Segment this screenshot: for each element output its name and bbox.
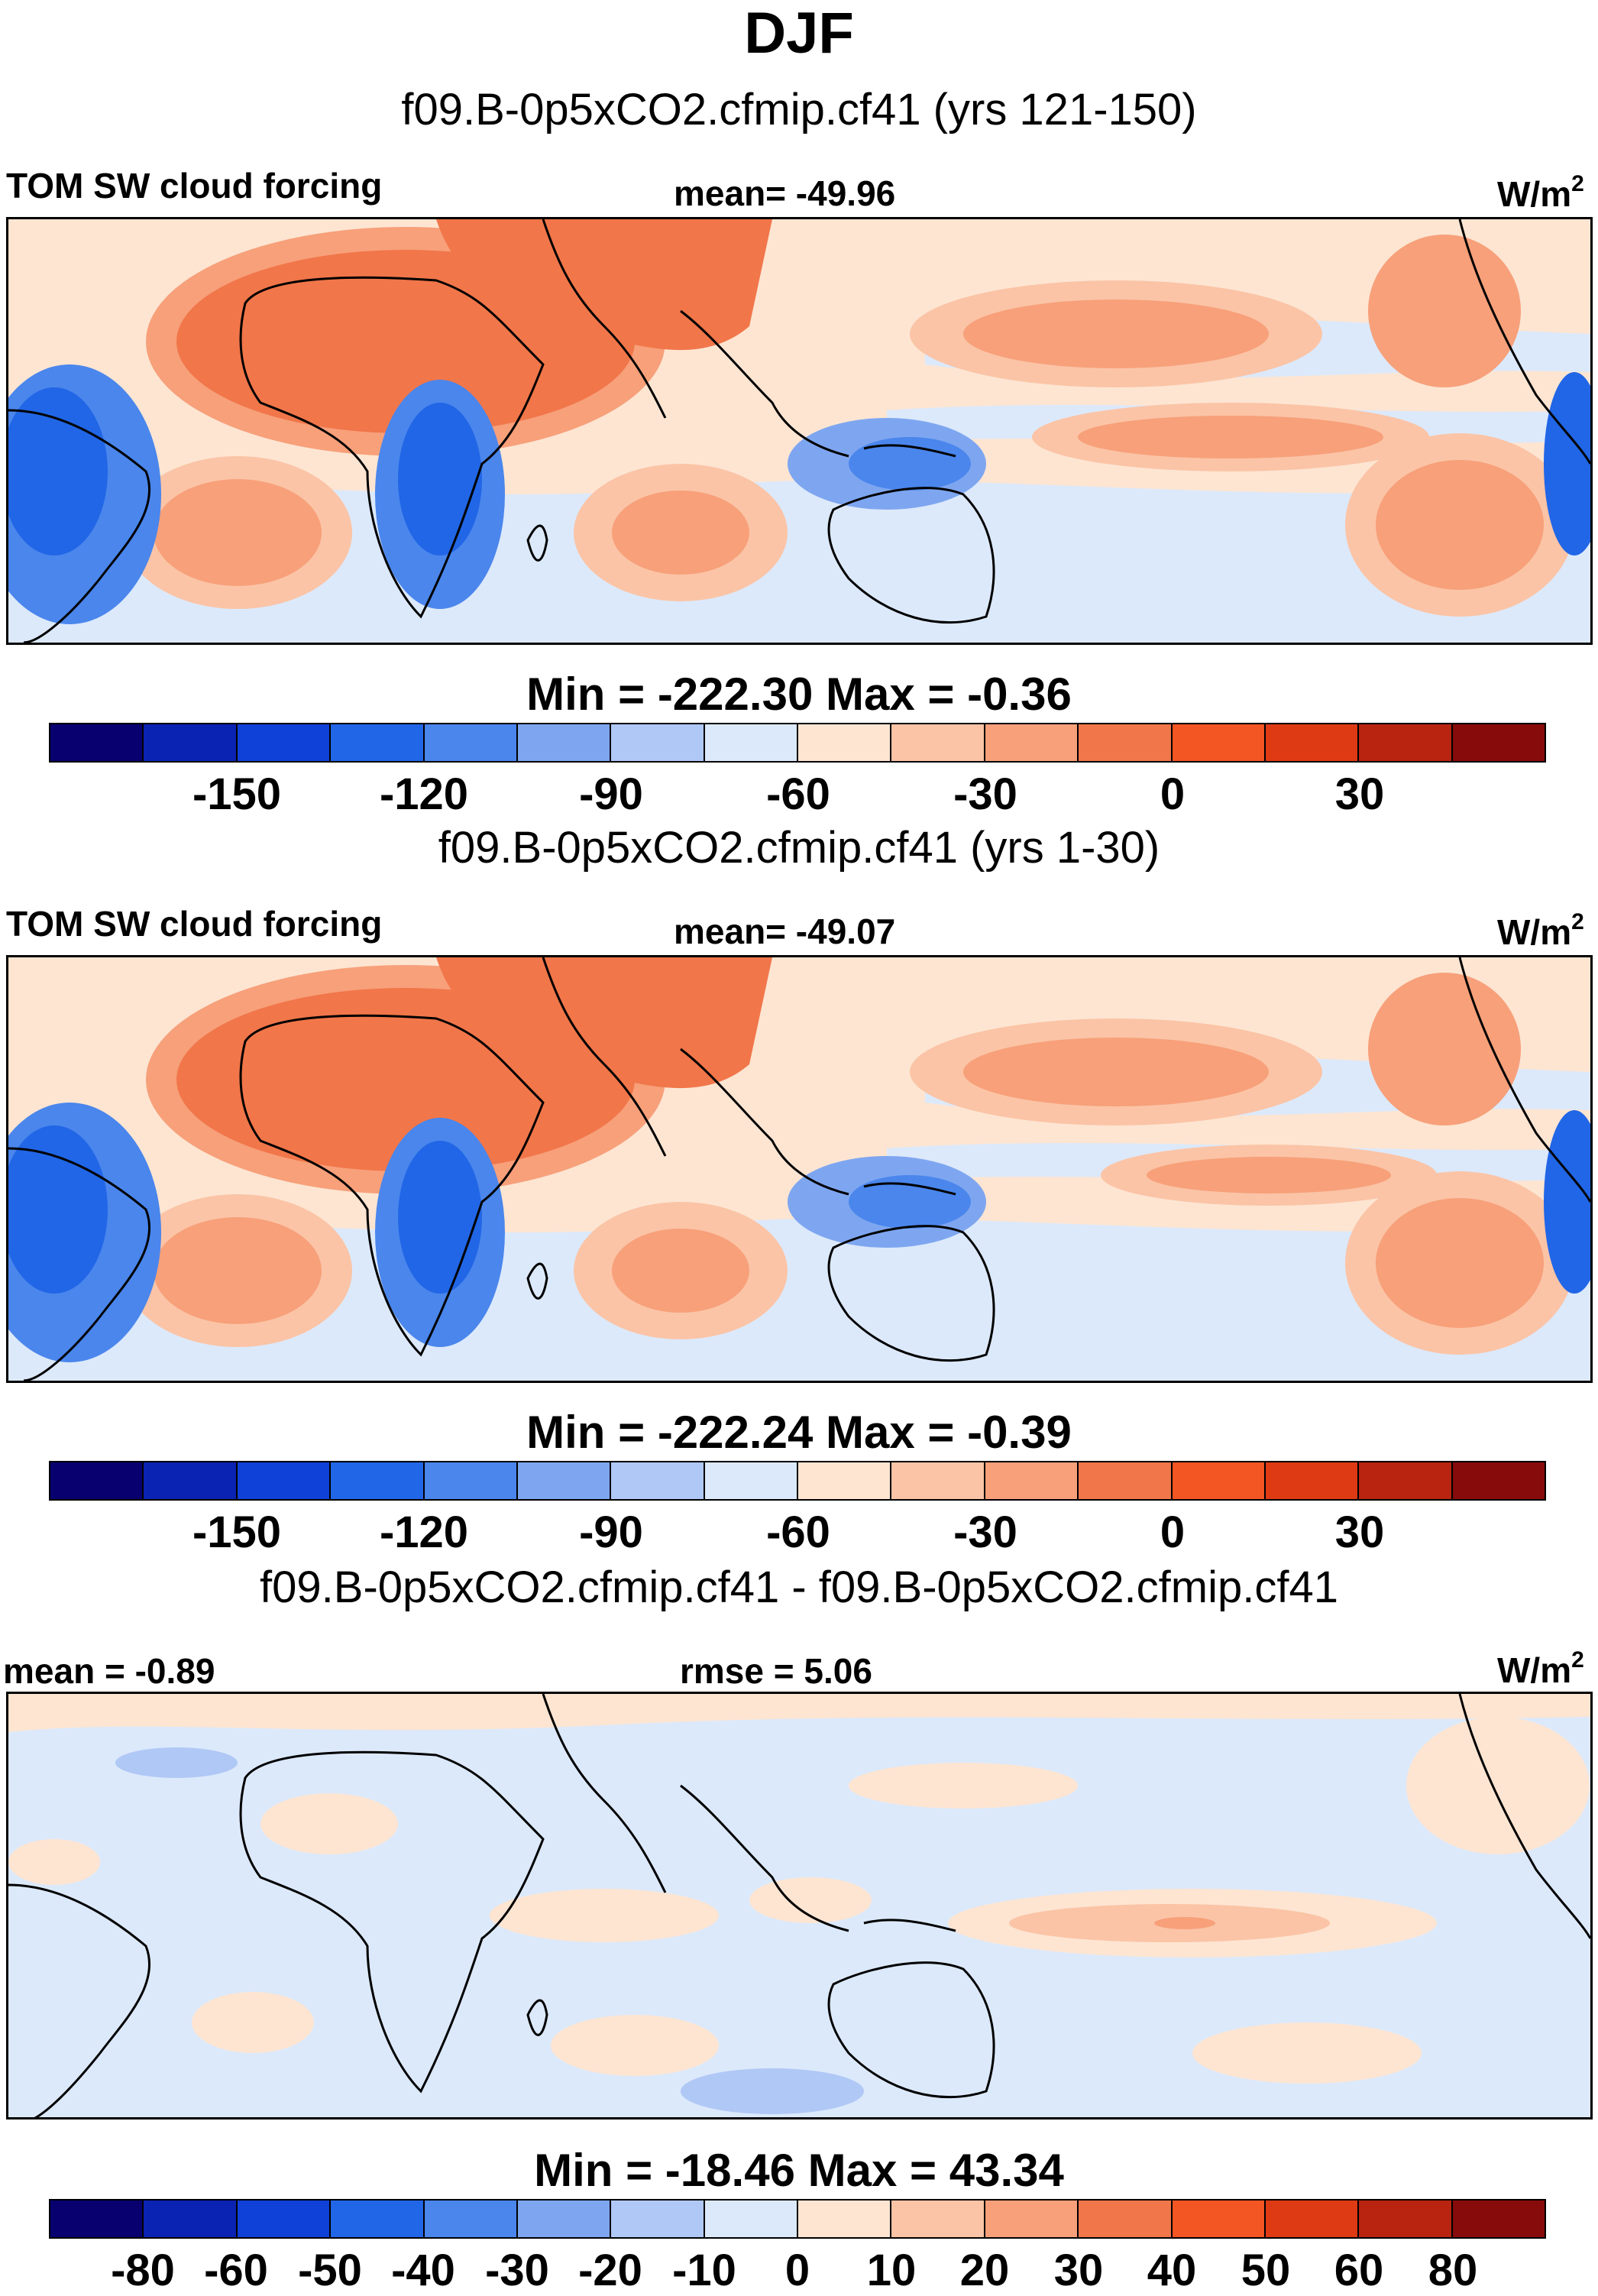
- colorbar-tick-label: -150: [192, 1507, 282, 1557]
- colorbar-tick-label: -20: [578, 2246, 642, 2295]
- colorbar-segment: [424, 724, 518, 761]
- colorbar-tick-label: -120: [379, 769, 469, 819]
- colorbar-segment: [891, 724, 985, 761]
- colorbar-segment: [1452, 2200, 1545, 2237]
- colorbar-segment: [50, 2200, 144, 2237]
- colorbar-tick-label: -30: [953, 769, 1017, 819]
- panel1-mean-label: mean= -49.96: [674, 173, 896, 213]
- colorbar-tick-label: -60: [204, 2246, 268, 2295]
- colorbar-tick-label: 20: [959, 2246, 1010, 2295]
- colorbar-tick-label: 50: [1241, 2246, 1291, 2295]
- colorbar-segment: [517, 724, 612, 761]
- panel3-minmax: Min = -18.46 Max = 43.34: [534, 2145, 1064, 2196]
- colorbar-segment: [1172, 724, 1266, 761]
- colorbar-segment: [985, 1462, 1079, 1499]
- colorbar-segment: [1079, 1462, 1173, 1499]
- colorbar-tick-label: -120: [379, 1507, 469, 1557]
- panel3-colorbar: [49, 2199, 1546, 2239]
- colorbar-tick-label: 0: [1160, 1507, 1186, 1557]
- colorbar-tick-label: -80: [111, 2246, 175, 2295]
- colorbar-tick-label: 60: [1334, 2246, 1384, 2295]
- colorbar-segment: [1172, 1462, 1266, 1499]
- colorbar-segment: [704, 2200, 798, 2237]
- colorbar-segment: [1079, 2200, 1173, 2237]
- colorbar-segment: [331, 724, 425, 761]
- colorbar-segment: [237, 1462, 332, 1499]
- colorbar-tick-label: 10: [866, 2246, 917, 2295]
- colorbar-segment: [1172, 2200, 1266, 2237]
- colorbar-tick-label: -60: [766, 1507, 830, 1557]
- colorbar-segment: [891, 1462, 985, 1499]
- panel3-case-title: f09.B-0p5xCO2.cfmip.cf41 - f09.B-0p5xCO2…: [260, 1563, 1338, 1612]
- colorbar-segment: [237, 2200, 332, 2237]
- panel2-units: W/m2: [1497, 909, 1584, 952]
- colorbar-segment: [144, 724, 238, 761]
- panel1-map: [6, 217, 1593, 645]
- colorbar-segment: [50, 1462, 144, 1499]
- colorbar-segment: [798, 2200, 892, 2237]
- colorbar-segment: [424, 1462, 518, 1499]
- colorbar-segment: [704, 724, 798, 761]
- colorbar-segment: [1452, 1462, 1545, 1499]
- colorbar-segment: [1265, 2200, 1360, 2237]
- panel3-units: W/m2: [1497, 1647, 1584, 1690]
- colorbar-segment: [798, 1462, 892, 1499]
- colorbar-tick-label: -50: [298, 2246, 362, 2295]
- panel2-map: [6, 955, 1593, 1383]
- colorbar-tick-label: -30: [485, 2246, 549, 2295]
- panel3-rmse-label: rmse = 5.06: [680, 1651, 872, 1691]
- panel3-mean-label: mean = -0.89: [3, 1651, 215, 1691]
- panel2-variable-label: TOM SW cloud forcing: [6, 904, 383, 944]
- colorbar-segment: [611, 1462, 705, 1499]
- colorbar-segment: [50, 724, 144, 761]
- colorbar-segment: [611, 724, 705, 761]
- colorbar-segment: [1452, 724, 1545, 761]
- panel1-variable-label: TOM SW cloud forcing: [6, 166, 383, 206]
- colorbar-tick-label: 40: [1147, 2246, 1197, 2295]
- colorbar-segment: [1265, 1462, 1360, 1499]
- colorbar-tick-label: -60: [766, 769, 830, 819]
- colorbar-segment: [144, 2200, 238, 2237]
- colorbar-tick-label: -90: [579, 1507, 643, 1557]
- colorbar-tick-label: -150: [192, 769, 282, 819]
- colorbar-segment: [517, 1462, 612, 1499]
- colorbar-segment: [985, 724, 1079, 761]
- colorbar-segment: [331, 1462, 425, 1499]
- panel2-colorbar: [49, 1461, 1546, 1501]
- colorbar-tick-label: -10: [672, 2246, 736, 2295]
- colorbar-tick-label: 30: [1334, 769, 1385, 819]
- colorbar-segment: [144, 1462, 238, 1499]
- colorbar-segment: [1265, 724, 1360, 761]
- colorbar-tick-label: 30: [1053, 2246, 1104, 2295]
- panel1-case-title: f09.B-0p5xCO2.cfmip.cf41 (yrs 121-150): [401, 85, 1197, 134]
- colorbar-segment: [331, 2200, 425, 2237]
- colorbar-segment: [611, 2200, 705, 2237]
- colorbar-segment: [1359, 1462, 1453, 1499]
- colorbar-tick-label: -30: [953, 1507, 1017, 1557]
- colorbar-tick-label: -40: [391, 2246, 455, 2295]
- colorbar-segment: [517, 2200, 612, 2237]
- panel1-colorbar: [49, 723, 1546, 763]
- colorbar-segment: [891, 2200, 985, 2237]
- colorbar-tick-label: 0: [784, 2246, 810, 2295]
- colorbar-tick-label: 0: [1160, 769, 1186, 819]
- colorbar-segment: [237, 724, 332, 761]
- panel2-mean-label: mean= -49.07: [674, 912, 896, 951]
- colorbar-segment: [424, 2200, 518, 2237]
- colorbar-segment: [985, 2200, 1079, 2237]
- figure-title: DJF: [744, 1, 854, 66]
- panel2-case-title: f09.B-0p5xCO2.cfmip.cf41 (yrs 1-30): [438, 823, 1160, 873]
- colorbar-segment: [704, 1462, 798, 1499]
- panel1-units: W/m2: [1497, 171, 1584, 214]
- panel3-map: [6, 1692, 1593, 2120]
- colorbar-segment: [1359, 2200, 1453, 2237]
- colorbar-segment: [1079, 724, 1173, 761]
- colorbar-segment: [1359, 724, 1453, 761]
- colorbar-tick-label: 80: [1428, 2246, 1478, 2295]
- colorbar-tick-label: -90: [579, 769, 643, 819]
- panel2-minmax: Min = -222.24 Max = -0.39: [526, 1407, 1072, 1458]
- colorbar-segment: [798, 724, 892, 761]
- panel1-minmax: Min = -222.30 Max = -0.36: [526, 669, 1072, 720]
- colorbar-tick-label: 30: [1334, 1507, 1385, 1557]
